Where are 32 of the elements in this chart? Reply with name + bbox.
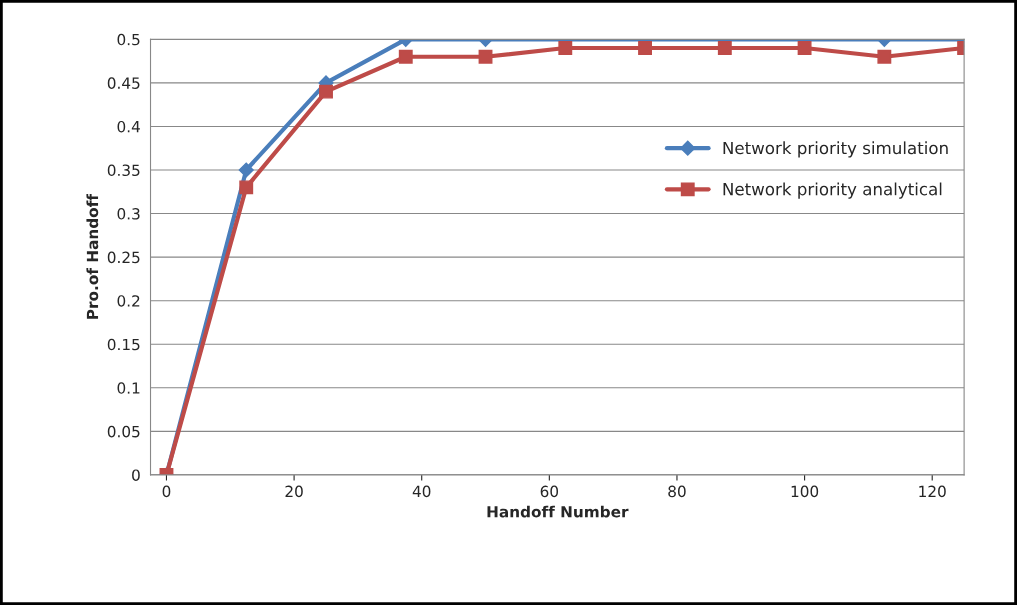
y-tick-label: 0.2 [117,295,140,307]
x-tick-label: 120 [919,485,946,498]
x-tick-label: 60 [540,485,559,498]
y-axis-title: Pro.of Handoff [86,193,99,319]
legend-label: Network priority analytical [723,182,942,199]
point [717,41,732,55]
y-tick-label: 0.05 [107,425,140,438]
y-tick-label: 0 [132,469,140,481]
point [638,41,653,55]
point [238,162,254,178]
x-tick-label: 80 [668,485,686,498]
point [877,49,892,64]
x-tick-label: 40 [412,485,431,498]
y-tick-label: 0.35 [107,164,140,177]
point [797,41,812,55]
legend-label: Network priority simulation [723,141,948,158]
point [398,49,413,64]
y-tick-label: 0.5 [117,33,140,46]
point [558,41,573,55]
y-tick-label: 0.4 [117,120,140,133]
y-tick-label: 0.25 [107,251,140,264]
y-tick-label: 0.15 [107,338,140,351]
point [478,49,493,64]
x-axis-title: Handoff Number [487,505,629,518]
x-tick-label: 20 [285,485,303,498]
y-tick-label: 0.3 [117,208,140,220]
point [319,84,333,99]
y-tick-label: 0.45 [107,77,140,89]
x-tick-label: 100 [791,485,819,498]
y-tick-label: 0.1 [117,382,140,394]
x-tick-label: 0 [162,485,171,498]
point [239,180,254,195]
